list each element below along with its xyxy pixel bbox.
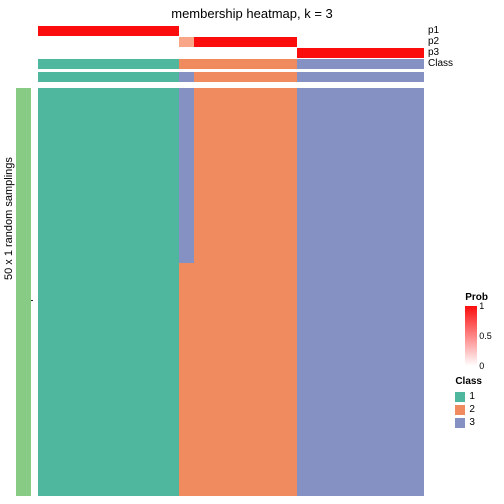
legend-class-title: Class bbox=[455, 376, 482, 387]
legend-prob-tick: 0.5 bbox=[479, 331, 492, 341]
anno-seg bbox=[179, 72, 194, 82]
legend-class-label: 2 bbox=[469, 404, 475, 415]
legend-class: Class 1 2 3 bbox=[455, 376, 482, 429]
row-label-outer: 50 x 1 random samplings bbox=[3, 157, 15, 280]
anno-seg bbox=[179, 37, 194, 47]
heatmap-column bbox=[194, 88, 296, 496]
anno-row-label: p1 bbox=[428, 25, 439, 36]
anno-row-label: p3 bbox=[428, 47, 439, 58]
legend-class-swatch bbox=[455, 418, 465, 428]
anno-seg bbox=[194, 59, 296, 69]
anno-seg bbox=[38, 59, 179, 69]
anno-row bbox=[38, 48, 424, 58]
anno-seg bbox=[297, 26, 424, 36]
anno-seg bbox=[179, 48, 194, 58]
heatmap-body bbox=[38, 88, 424, 496]
heatmap-block bbox=[194, 88, 296, 496]
heatmap-column bbox=[179, 88, 194, 496]
legend-class-swatch bbox=[455, 392, 465, 402]
legend-prob: Prob 10.50 bbox=[465, 292, 488, 366]
anno-seg bbox=[297, 48, 424, 58]
legend-class-items: 1 2 3 bbox=[455, 390, 482, 429]
legend-class-item: 2 bbox=[455, 403, 482, 416]
legend-class-swatch bbox=[455, 405, 465, 415]
anno-seg bbox=[38, 48, 179, 58]
anno-seg bbox=[194, 26, 296, 36]
anno-seg bbox=[38, 26, 179, 36]
heatmap-block bbox=[179, 263, 194, 496]
anno-seg bbox=[194, 48, 296, 58]
legend-prob-tick: 0 bbox=[479, 361, 484, 371]
row-annotation-bar bbox=[16, 88, 31, 496]
chart-title: membership heatmap, k = 3 bbox=[0, 6, 504, 21]
legend-class-label: 3 bbox=[469, 417, 475, 428]
legend-prob-title: Prob bbox=[465, 292, 488, 303]
anno-seg bbox=[179, 26, 194, 36]
anno-seg bbox=[297, 37, 424, 47]
anno-seg bbox=[297, 59, 424, 69]
heatmap-block bbox=[179, 88, 194, 263]
heatmap-plot: p1p2p3Class bbox=[38, 26, 424, 496]
anno-seg bbox=[38, 37, 179, 47]
anno-row-label: p2 bbox=[428, 36, 439, 47]
legend-prob-tick: 1 bbox=[479, 301, 484, 311]
heatmap-column bbox=[38, 88, 179, 496]
legend-class-item: 1 bbox=[455, 390, 482, 403]
heatmap-block bbox=[297, 88, 424, 496]
anno-row bbox=[38, 26, 424, 36]
heatmap-column bbox=[297, 88, 424, 496]
anno-seg bbox=[179, 59, 194, 69]
anno-row bbox=[38, 37, 424, 47]
anno-seg bbox=[194, 72, 296, 82]
anno-seg bbox=[297, 72, 424, 82]
anno-seg bbox=[38, 72, 179, 82]
legend-class-label: 1 bbox=[469, 391, 475, 402]
anno-row bbox=[38, 72, 424, 82]
heatmap-block bbox=[38, 88, 179, 496]
legend-prob-gradient: 10.50 bbox=[465, 306, 477, 366]
anno-row-label: Class bbox=[428, 58, 453, 69]
anno-seg bbox=[194, 37, 296, 47]
anno-row bbox=[38, 59, 424, 69]
legend-class-item: 3 bbox=[455, 416, 482, 429]
